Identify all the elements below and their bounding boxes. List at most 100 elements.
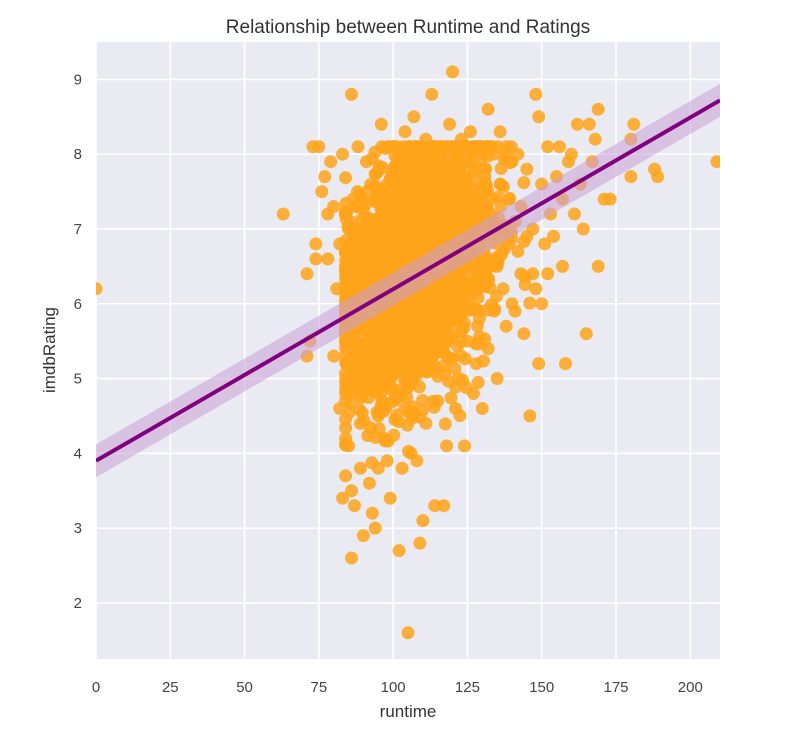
data-point (312, 140, 326, 154)
data-point (434, 147, 448, 161)
data-point (352, 363, 366, 377)
x-tick-label: 150 (529, 679, 554, 696)
data-point (440, 216, 454, 230)
data-point (469, 357, 483, 371)
data-point (399, 250, 413, 264)
data-point (368, 145, 382, 159)
data-point (478, 162, 492, 176)
x-tick-label: 175 (603, 679, 628, 696)
x-tick-labels: 0 25 50 75 100 125 150 175 200 (92, 679, 703, 696)
data-point (410, 454, 424, 468)
data-point (401, 626, 415, 640)
data-point (452, 372, 465, 385)
data-point (315, 185, 329, 199)
x-tick-label: 25 (162, 679, 179, 696)
data-point (428, 499, 442, 513)
data-point (576, 222, 590, 236)
data-point (419, 416, 433, 430)
data-point (514, 267, 528, 281)
data-point (374, 117, 388, 131)
data-point (358, 231, 372, 245)
data-point (475, 185, 489, 199)
data-point (710, 155, 720, 169)
data-point (384, 370, 398, 384)
data-point (339, 421, 353, 435)
data-point (368, 521, 382, 535)
data-point (444, 391, 458, 405)
data-point (324, 155, 338, 169)
data-point (547, 229, 561, 243)
data-point (413, 364, 427, 378)
data-point (345, 484, 358, 498)
data-point (342, 439, 356, 453)
data-point (532, 357, 546, 371)
data-point (460, 334, 474, 348)
data-point (517, 176, 531, 190)
data-point (363, 241, 377, 255)
regression-group (96, 83, 720, 478)
data-point (499, 140, 513, 154)
data-point (412, 294, 426, 308)
data-point (451, 339, 464, 353)
data-point (96, 282, 103, 296)
data-point (541, 140, 555, 154)
data-point (354, 416, 367, 430)
data-point (493, 177, 507, 191)
data-point (367, 368, 381, 382)
data-point (406, 411, 420, 425)
data-point (413, 536, 427, 550)
data-point (364, 319, 378, 333)
data-point (395, 229, 409, 243)
data-point (526, 267, 540, 281)
y-tick-label: 2 (74, 595, 82, 612)
data-point (624, 170, 638, 184)
data-point (403, 340, 417, 354)
data-point (401, 142, 415, 156)
data-point (416, 393, 430, 407)
data-point (446, 327, 460, 341)
data-point (321, 252, 335, 266)
data-point (487, 147, 501, 161)
data-point (478, 274, 492, 288)
data-point (463, 125, 477, 139)
data-point (342, 222, 356, 236)
data-point (567, 207, 581, 221)
data-point (380, 177, 394, 191)
data-point (348, 499, 361, 513)
data-point (356, 529, 370, 543)
data-point (362, 259, 376, 273)
y-tick-labels: 2 3 4 5 6 7 8 9 (74, 71, 82, 612)
data-point (348, 252, 361, 266)
data-point (351, 185, 364, 199)
data-point (517, 327, 531, 341)
data-point (440, 349, 454, 363)
data-point (327, 200, 341, 213)
data-point (412, 380, 426, 394)
data-point (523, 409, 537, 423)
y-tick-label: 4 (74, 445, 82, 462)
data-point (424, 359, 438, 373)
data-point (377, 342, 391, 356)
y-tick-label: 6 (74, 296, 82, 313)
data-point (523, 296, 537, 310)
data-point (458, 439, 471, 453)
data-point (511, 244, 525, 258)
data-point (359, 379, 373, 393)
data-point (300, 267, 314, 281)
data-point (333, 237, 347, 251)
data-point (389, 387, 403, 400)
data-point (491, 190, 505, 204)
data-point (371, 461, 385, 475)
data-point (351, 140, 365, 154)
data-point (330, 282, 344, 296)
data-point (529, 87, 543, 101)
data-point (377, 431, 391, 445)
regression-line (96, 98, 720, 463)
data-point (327, 349, 341, 363)
data-point (339, 382, 353, 396)
data-point (383, 491, 397, 505)
data-point (408, 308, 422, 322)
data-point (603, 192, 617, 206)
data-point (359, 155, 373, 169)
data-point (440, 439, 454, 453)
